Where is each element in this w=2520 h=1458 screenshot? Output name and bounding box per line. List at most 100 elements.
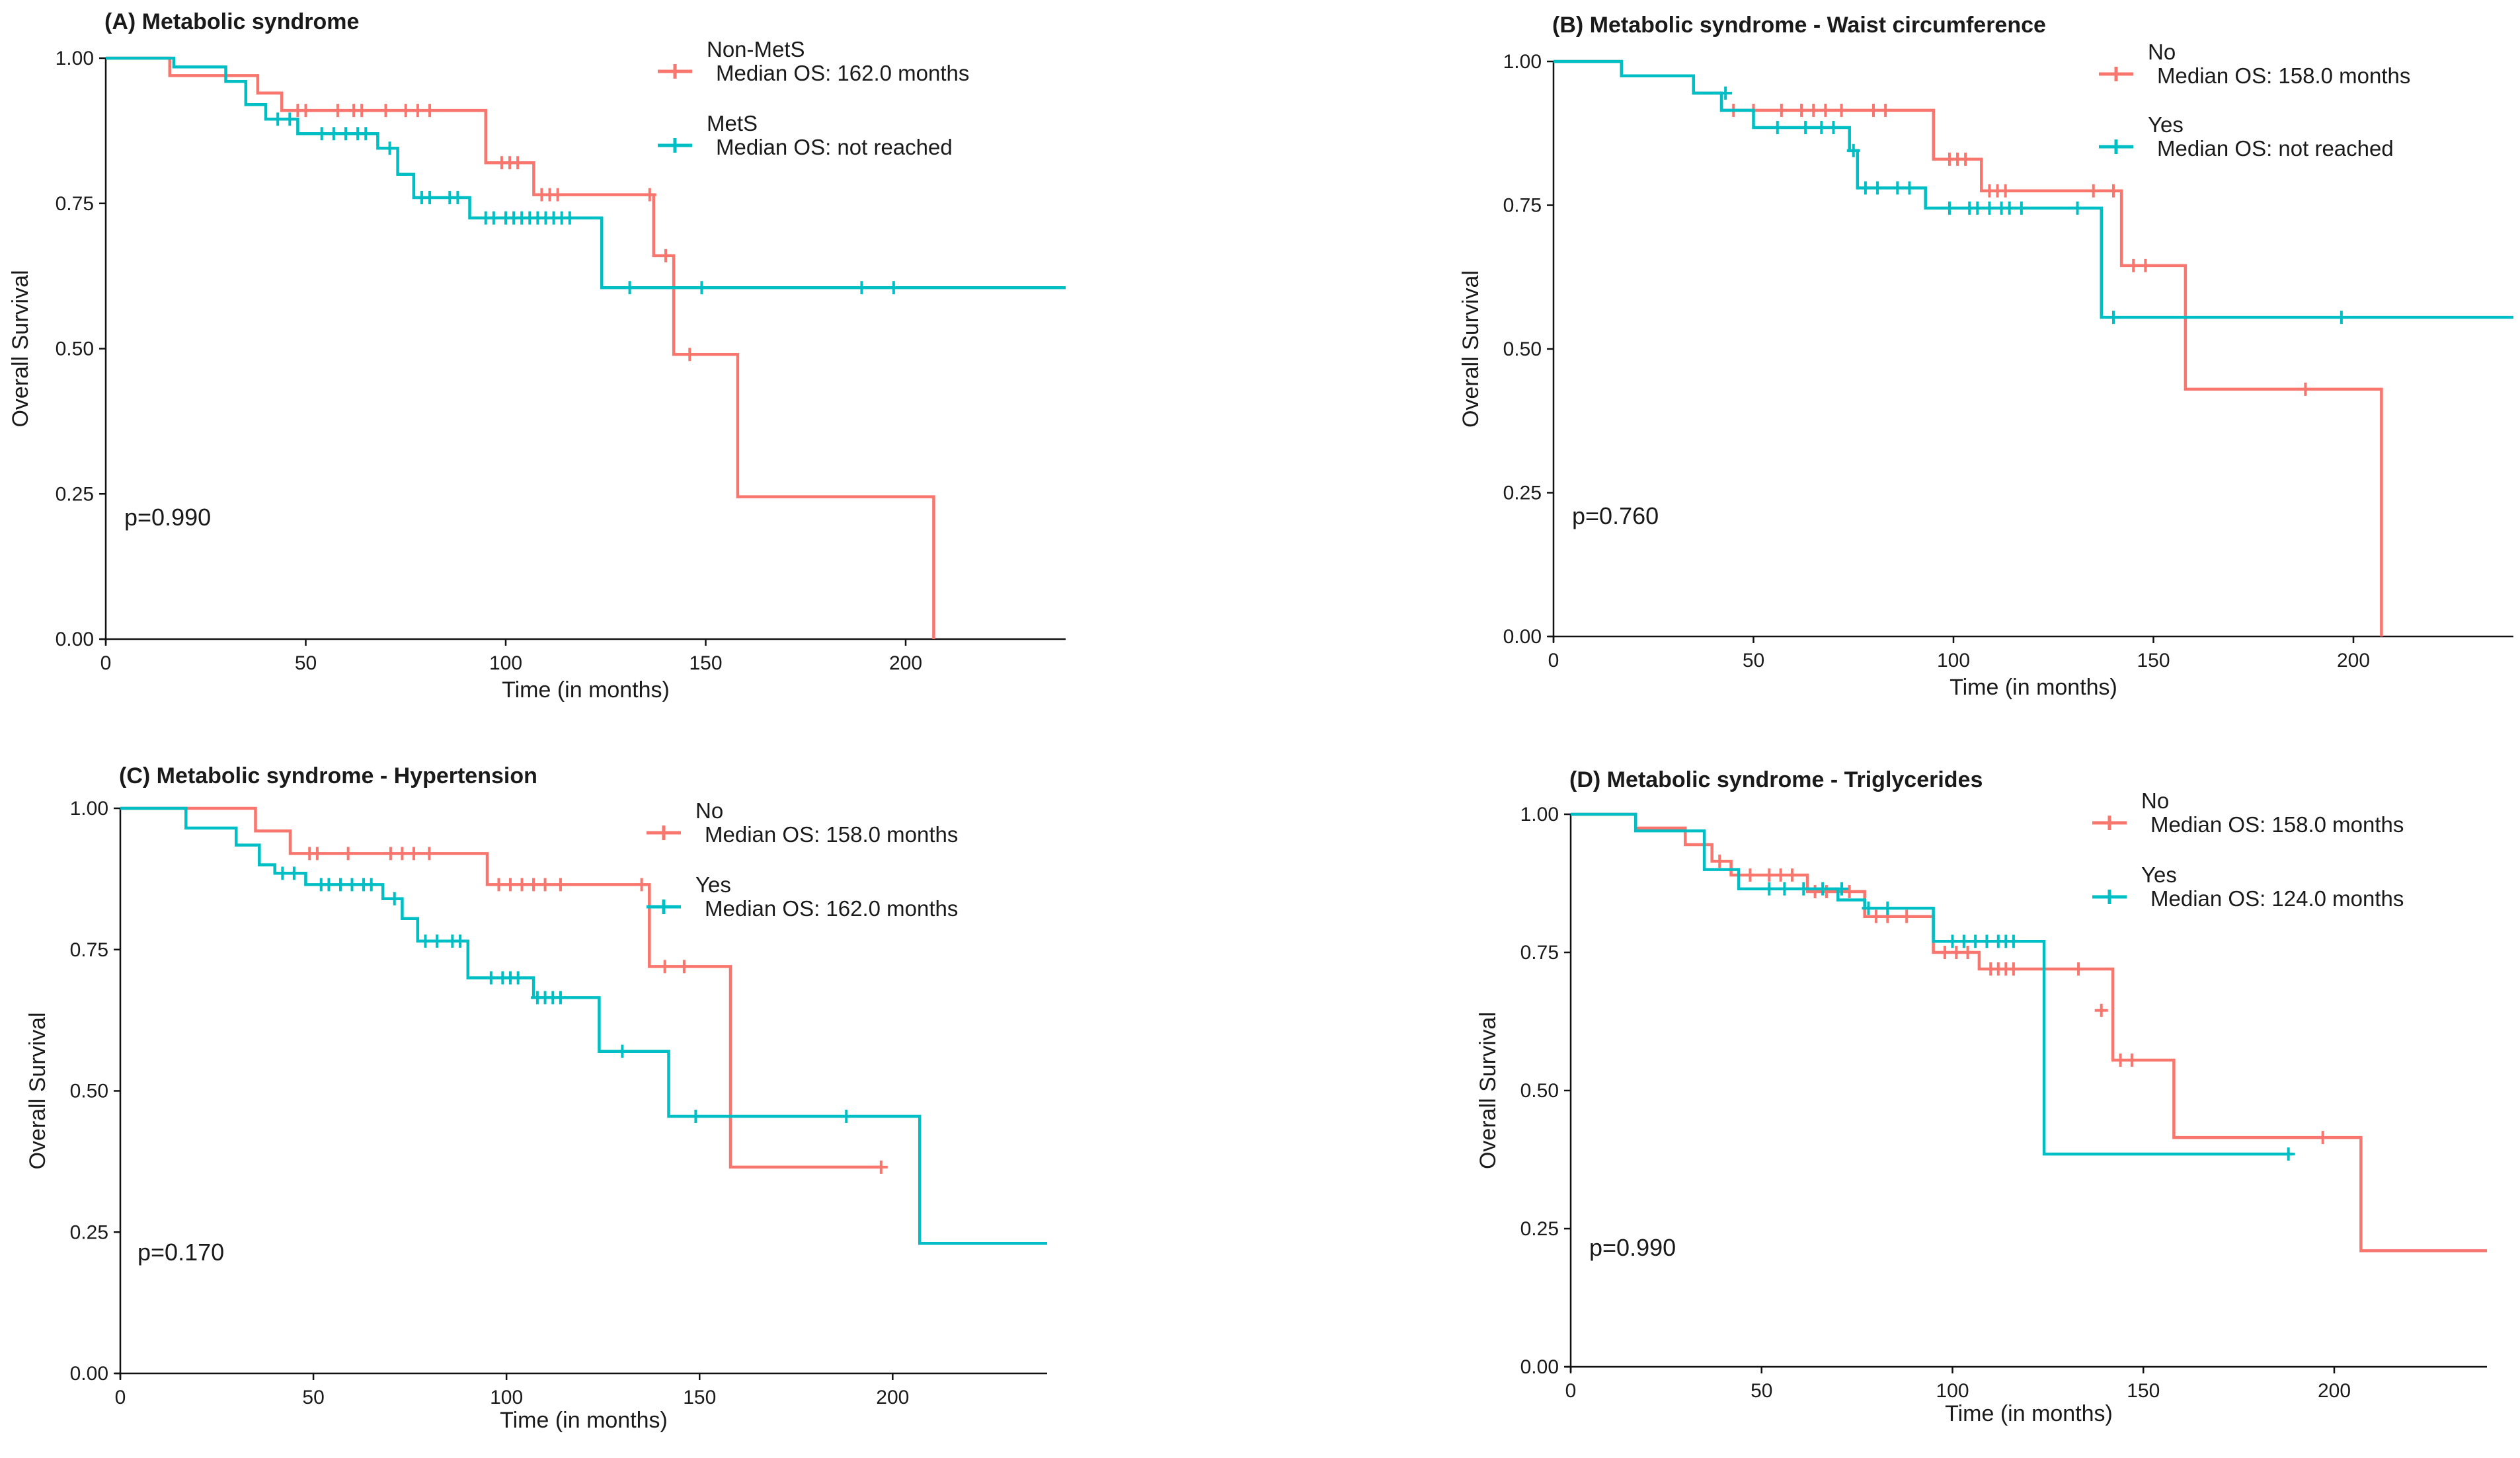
x-tick-label: 150 [2127,1380,2160,1402]
censor-mark [659,249,672,262]
censor-mark [418,934,432,948]
censor-mark [1879,103,1893,117]
x-tick-label: 150 [689,652,722,674]
censor-mark [527,878,541,892]
x-tick-label: 50 [1743,650,1764,671]
censor-mark [689,1109,703,1123]
p-value: p=0.990 [124,504,211,531]
censor-mark [1946,935,1959,948]
series-yes [120,806,1047,1245]
survival-curve [106,56,1066,289]
censor-mark [1867,103,1880,117]
censor-mark [1815,121,1829,135]
censor-mark [1971,201,1985,215]
censor-mark [538,878,552,892]
censor-mark [635,878,649,892]
censor-mark [2299,382,2312,396]
censor-mark [683,348,697,362]
legend-median: Median OS: not reached [2157,136,2394,161]
censor-mark [2006,962,2020,976]
censor-mark [874,1160,888,1174]
y-axis-label: Overall Survival [1458,270,1483,428]
x-tick-label: 100 [490,1387,523,1408]
censor-mark [1980,935,1994,948]
x-tick-label: 50 [295,652,317,674]
censor-mark [695,281,709,295]
censor-mark [423,104,437,118]
x-tick-label: 100 [1937,650,1970,671]
panel-title: (B) Metabolic syndrome - Waist circumfer… [1552,13,2046,38]
y-tick-label: 0.00 [70,1363,108,1385]
km-panel-2: (B) Metabolic syndrome - Waist circumfer… [1458,13,2513,700]
legend-label: Yes [2141,863,2177,887]
y-tick-label: 0.25 [56,483,94,505]
censor-mark [1785,868,1799,882]
y-tick-label: 0.00 [1503,626,1542,648]
censor-mark [615,1044,629,1058]
censor-mark [511,971,525,985]
censor-mark [511,156,525,170]
y-tick-label: 0.75 [56,193,94,215]
censor-mark [339,127,352,141]
censor-mark [359,127,373,141]
y-tick-label: 1.00 [70,798,108,820]
censor-mark [1949,946,1963,959]
censor-mark [1795,103,1809,117]
y-tick-label: 0.75 [1503,195,1542,217]
censor-mark [327,127,340,141]
legend-label: Non-MetS [707,37,805,61]
censor-mark [1938,946,1951,959]
censor-mark [423,190,437,204]
censor-mark [2125,1054,2139,1067]
y-tick-label: 0.00 [56,629,94,650]
censor-mark [643,188,656,202]
y-tick-label: 0.25 [1503,482,1542,504]
panel-title: (D) Metabolic syndrome - Triglycerides [1569,767,1983,792]
censor-mark [383,847,397,861]
censor-mark [345,878,359,892]
censor-mark [2127,258,2141,272]
censor-mark [430,934,444,948]
legend-label: Yes [695,872,731,897]
censor-mark [1774,868,1788,882]
legend-median: Median OS: not reached [716,135,953,159]
x-tick-label: 200 [2318,1380,2351,1402]
censor-mark [322,878,336,892]
censor-mark [1713,855,1727,868]
censor-mark [553,991,567,1005]
censor-mark [407,847,420,861]
x-tick-label: 0 [115,1387,126,1408]
legend-median: Median OS: 158.0 months [2150,812,2404,837]
censor-mark [2281,1147,2295,1161]
y-tick-label: 1.00 [1503,51,1542,73]
y-tick-label: 0.50 [1520,1080,1559,1102]
km-panel-4: (D) Metabolic syndrome - Triglycerides 0.… [1476,767,2487,1426]
x-axis-label: Time (in months) [1945,1401,2113,1426]
censor-mark [383,141,397,155]
censor-mark [2316,1131,2330,1145]
censor-mark [299,104,313,118]
censor-mark [484,971,498,985]
x-axis-label: Time (in months) [500,1408,668,1433]
survival-curve [106,56,935,639]
x-tick-label: 200 [876,1387,909,1408]
y-tick-label: 1.00 [56,48,94,69]
censor-mark [658,960,672,974]
censor-mark [2139,258,2152,272]
censor-mark [1842,885,1856,899]
censor-mark [1762,882,1776,896]
legend-median: Median OS: 158.0 months [705,822,958,847]
y-tick-label: 1.00 [1520,804,1559,825]
censor-mark [1959,152,1973,166]
censor-mark [1807,103,1821,117]
censor-mark [395,847,409,861]
survival-curve [120,806,1047,1245]
censor-mark [1797,882,1811,896]
censor-mark [1834,103,1848,117]
